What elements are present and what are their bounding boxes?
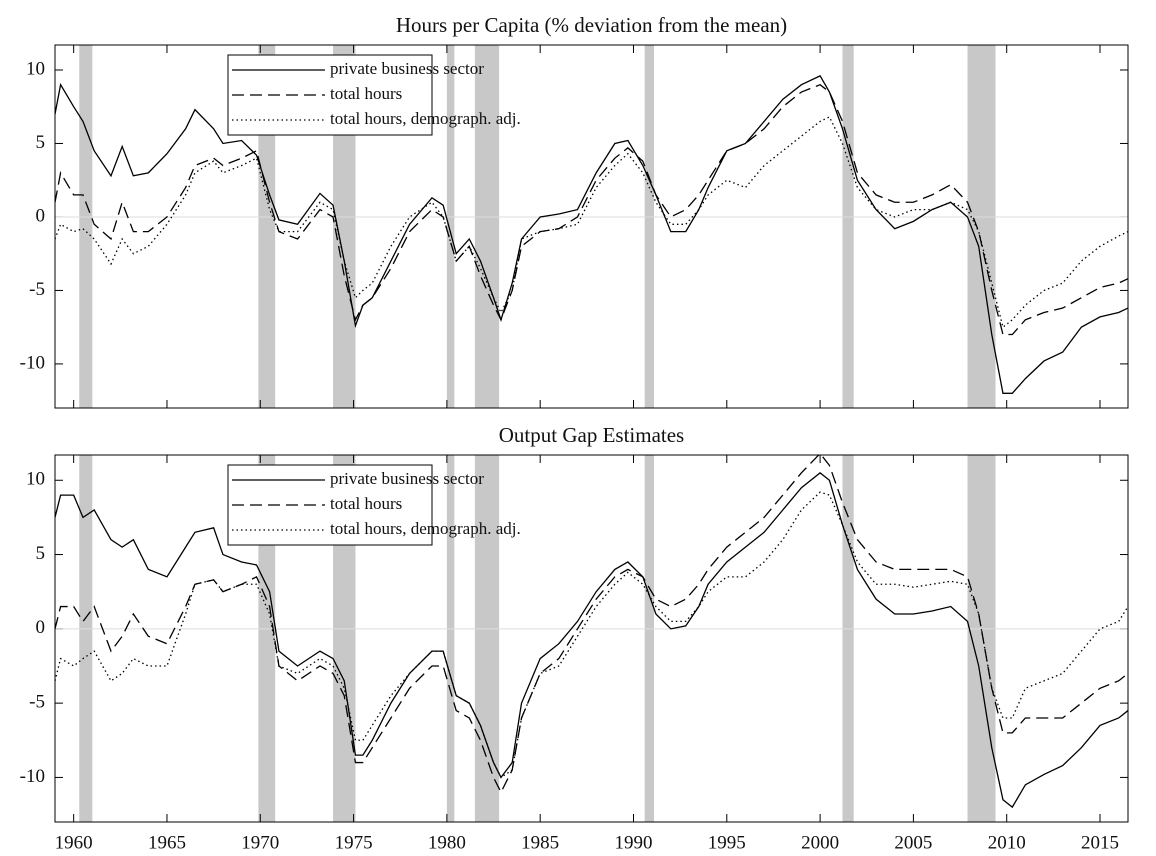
y-tick-label: -5 <box>29 691 45 712</box>
y-tick-label: -10 <box>20 766 45 787</box>
x-tick-label: 2000 <box>801 832 839 853</box>
recession-band <box>644 45 655 408</box>
recession-band <box>842 455 854 822</box>
legend-label: total hours <box>330 494 402 513</box>
y-tick-label: -5 <box>29 279 45 300</box>
legend-label: total hours, demograph. adj. <box>330 109 521 128</box>
chart-title: Output Gap Estimates <box>499 423 684 447</box>
x-tick-label: 1985 <box>521 832 559 853</box>
recession-band <box>333 45 356 408</box>
y-tick-label: -10 <box>20 352 45 373</box>
x-tick-label: 1995 <box>708 832 746 853</box>
x-tick-label: 1970 <box>241 832 279 853</box>
y-tick-label: 10 <box>26 58 45 79</box>
recession-band <box>842 45 854 408</box>
legend-label: total hours, demograph. adj. <box>330 519 521 538</box>
series-line <box>54 452 1129 794</box>
recession-band <box>258 455 276 822</box>
series-line <box>54 471 1129 809</box>
recession-band <box>967 45 996 408</box>
recession-band <box>79 45 93 408</box>
panel: Output Gap Estimates -10 -5 0 5 10 1960 1965 197… <box>20 423 1129 853</box>
chart-title: Hours per Capita (% deviation from the m… <box>396 13 787 37</box>
panel: Hours per Capita (% deviation from the m… <box>20 13 1129 409</box>
x-tick-label: 2005 <box>894 832 932 853</box>
legend-label: private business sector <box>330 59 484 78</box>
x-tick-label: 1980 <box>428 832 466 853</box>
series-line <box>54 491 1129 779</box>
y-tick-label: 5 <box>36 543 46 564</box>
y-tick-label: 0 <box>36 205 46 226</box>
recession-band <box>446 455 455 822</box>
x-tick-label: 2010 <box>988 832 1026 853</box>
recession-band <box>474 45 500 408</box>
series-line <box>54 116 1129 329</box>
x-tick-label: 2015 <box>1081 832 1119 853</box>
legend-label: private business sector <box>330 469 484 488</box>
y-tick-label: 10 <box>26 469 45 490</box>
x-tick-label: 1975 <box>335 832 373 853</box>
series-line <box>54 75 1129 394</box>
recession-band <box>79 455 93 822</box>
recession-band <box>446 45 455 408</box>
recession-band <box>644 455 655 822</box>
x-tick-label: 1990 <box>614 832 652 853</box>
plot-frame <box>54 44 1129 409</box>
series-line <box>54 83 1129 336</box>
x-tick-label: 1960 <box>55 832 93 853</box>
legend-label: total hours <box>330 84 402 103</box>
y-tick-label: 5 <box>36 132 46 153</box>
plot-frame <box>54 454 1129 823</box>
x-tick-label: 1965 <box>148 832 186 853</box>
recession-band <box>258 45 276 408</box>
recession-band <box>474 455 500 822</box>
y-tick-label: 0 <box>36 617 46 638</box>
